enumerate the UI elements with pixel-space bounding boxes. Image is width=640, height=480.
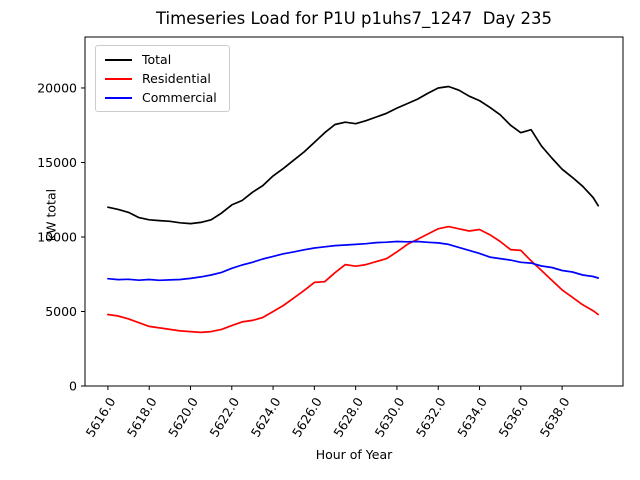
legend-entry-residential: Residential [105,71,217,86]
legend-label: Total [142,52,172,67]
x-tick-label: 5626.0 [289,395,325,440]
chart-title: Timeseries Load for P1U p1uhs7_1247 Day … [155,9,553,28]
x-tick-label: 5638.0 [537,395,573,440]
legend-line-sample-commercial [105,96,132,99]
x-tick-label: 5630.0 [372,395,408,440]
legend-label: Commercial [142,90,217,105]
x-tick-label: 5618.0 [124,395,160,440]
axes-frame [84,36,624,387]
x-tick-label: 5622.0 [206,395,242,440]
x-tick-label: 5634.0 [454,395,490,440]
y-tick-label: 20000 [37,80,77,95]
legend-line-sample-residential [105,77,132,80]
legend-entry-commercial: Commercial [105,90,217,105]
x-tick-label: 5620.0 [165,395,201,440]
series-line-total [107,85,600,225]
y-tick-label: 5000 [45,304,77,319]
legend: Total Residential Commercial [95,45,230,112]
x-axis-label: Hour of Year [315,447,393,462]
y-tick-label: 0 [69,379,77,394]
legend-label: Residential [142,71,211,86]
legend-line-sample-total [105,58,132,61]
x-tick-label: 5628.0 [330,395,366,440]
legend-entry-total: Total [105,52,217,67]
x-tick-label: 5624.0 [248,395,284,440]
x-tick-label: 5636.0 [495,395,531,440]
y-tick-label: 10000 [37,229,77,244]
x-tick-label: 5632.0 [413,395,449,440]
y-tick-label: 15000 [37,155,77,170]
series-line-commercial [107,240,600,282]
series-line-residential [107,225,600,334]
x-tick-label: 5616.0 [83,395,119,440]
